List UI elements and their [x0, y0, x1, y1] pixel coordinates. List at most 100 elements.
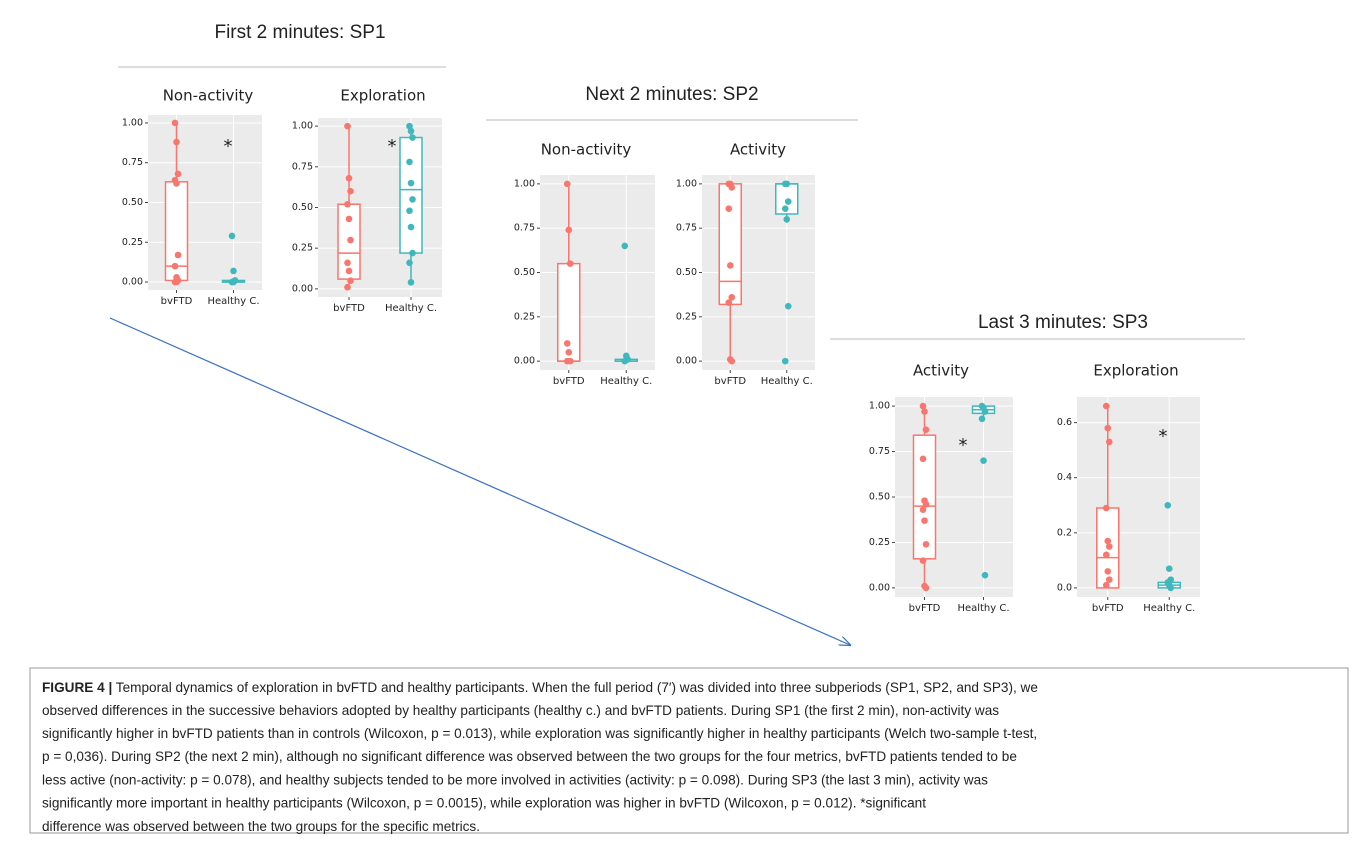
- point: [726, 262, 734, 269]
- point: [919, 455, 927, 463]
- point: [345, 267, 353, 275]
- chart-title: Non-activity: [163, 87, 254, 105]
- point: [406, 158, 413, 166]
- point: [922, 500, 930, 508]
- x-tick-label: bvFTD: [161, 296, 193, 307]
- point: [173, 138, 180, 146]
- x-tick-label: Healthy C.: [761, 376, 813, 387]
- point: [981, 408, 989, 415]
- chart-title: Activity: [730, 141, 786, 159]
- y-tick-label: 0.50: [676, 267, 697, 278]
- point: [1167, 584, 1175, 592]
- annotation: *: [1159, 426, 1168, 447]
- point: [980, 457, 987, 464]
- y-tick-label: 0.2: [1057, 527, 1072, 538]
- y-tick-label: 0.00: [122, 277, 143, 288]
- point: [919, 506, 927, 514]
- annotation: *: [959, 435, 968, 456]
- x-tick-label: bvFTD: [714, 376, 746, 387]
- point: [1102, 402, 1110, 410]
- point: [563, 340, 571, 347]
- y-tick-label: 0.50: [514, 267, 535, 278]
- y-tick-label: 0.50: [869, 492, 890, 503]
- point: [784, 198, 792, 205]
- point: [230, 267, 237, 275]
- x-tick-label: bvFTD: [1092, 603, 1124, 614]
- chart-title: Non-activity: [541, 141, 632, 159]
- caption-line: less active (non-activity: p = 0.078), a…: [42, 772, 988, 787]
- chart-title: Exploration: [340, 87, 425, 105]
- point: [566, 260, 574, 267]
- caption-line: Temporal dynamics of exploration in bvFT…: [112, 680, 1038, 695]
- point: [563, 180, 571, 188]
- point: [919, 402, 927, 410]
- y-tick-label: 0.50: [292, 202, 313, 213]
- point: [347, 187, 354, 195]
- point: [981, 571, 989, 579]
- y-tick-label: 1.00: [514, 178, 535, 189]
- y-tick-label: 0.75: [292, 161, 313, 172]
- point: [344, 283, 351, 291]
- point: [781, 205, 789, 212]
- y-tick-label: 0.25: [292, 243, 313, 254]
- y-tick-label: 0.75: [122, 157, 143, 168]
- point: [621, 242, 629, 250]
- y-tick-label: 0.75: [676, 223, 697, 234]
- point: [725, 299, 733, 306]
- box: [912, 434, 937, 560]
- point: [922, 426, 930, 434]
- point: [1165, 565, 1173, 572]
- y-tick-label: 0.75: [514, 223, 535, 234]
- point: [406, 259, 413, 267]
- y-tick-label: 1.00: [122, 117, 143, 128]
- plot-background: [1077, 397, 1200, 597]
- caption-line: significantly more important in healthy …: [42, 796, 926, 811]
- section-title: Next 2 minutes: SP2: [585, 84, 758, 105]
- point: [407, 179, 415, 187]
- box: [557, 262, 581, 362]
- point: [407, 127, 415, 135]
- y-tick-label: 0.25: [122, 237, 143, 248]
- y-tick-label: 0.25: [676, 311, 697, 322]
- y-tick-label: 1.00: [676, 178, 697, 189]
- x-tick-label: Healthy C.: [957, 603, 1009, 614]
- point: [783, 216, 791, 223]
- caption: FIGURE 4 | Temporal dynamics of explorat…: [42, 680, 1038, 695]
- y-tick-label: 0.25: [869, 537, 890, 548]
- point: [1104, 568, 1112, 575]
- caption-line: p = 0,036). During SP2 (the next 2 min),…: [42, 749, 1017, 764]
- y-tick-label: 0.00: [514, 356, 535, 367]
- y-tick-label: 0.4: [1057, 472, 1072, 483]
- point: [1164, 501, 1172, 509]
- point: [1105, 438, 1113, 446]
- x-tick-label: Healthy C.: [1143, 603, 1195, 614]
- box: [399, 136, 423, 254]
- point: [563, 357, 571, 365]
- x-tick-label: bvFTD: [909, 603, 941, 614]
- chart-title: Exploration: [1093, 362, 1178, 380]
- point: [344, 200, 351, 208]
- point: [409, 196, 416, 203]
- point: [409, 249, 416, 257]
- point: [781, 357, 789, 365]
- point: [1105, 543, 1113, 550]
- point: [171, 119, 179, 127]
- point: [922, 584, 930, 592]
- point: [407, 279, 415, 286]
- point: [784, 302, 792, 310]
- point: [344, 122, 351, 130]
- point: [921, 408, 928, 415]
- box: [718, 183, 742, 306]
- point: [173, 278, 180, 286]
- point: [407, 223, 415, 231]
- point: [725, 205, 733, 212]
- y-tick-label: 0.00: [676, 356, 697, 367]
- caption-line: difference was observed between the two …: [42, 819, 480, 834]
- point: [1102, 504, 1110, 512]
- point: [1104, 537, 1112, 545]
- x-tick-label: Healthy C.: [207, 296, 259, 307]
- point: [1105, 576, 1113, 583]
- x-tick-label: Healthy C.: [600, 376, 652, 387]
- point: [174, 251, 182, 259]
- annotation: *: [224, 136, 233, 157]
